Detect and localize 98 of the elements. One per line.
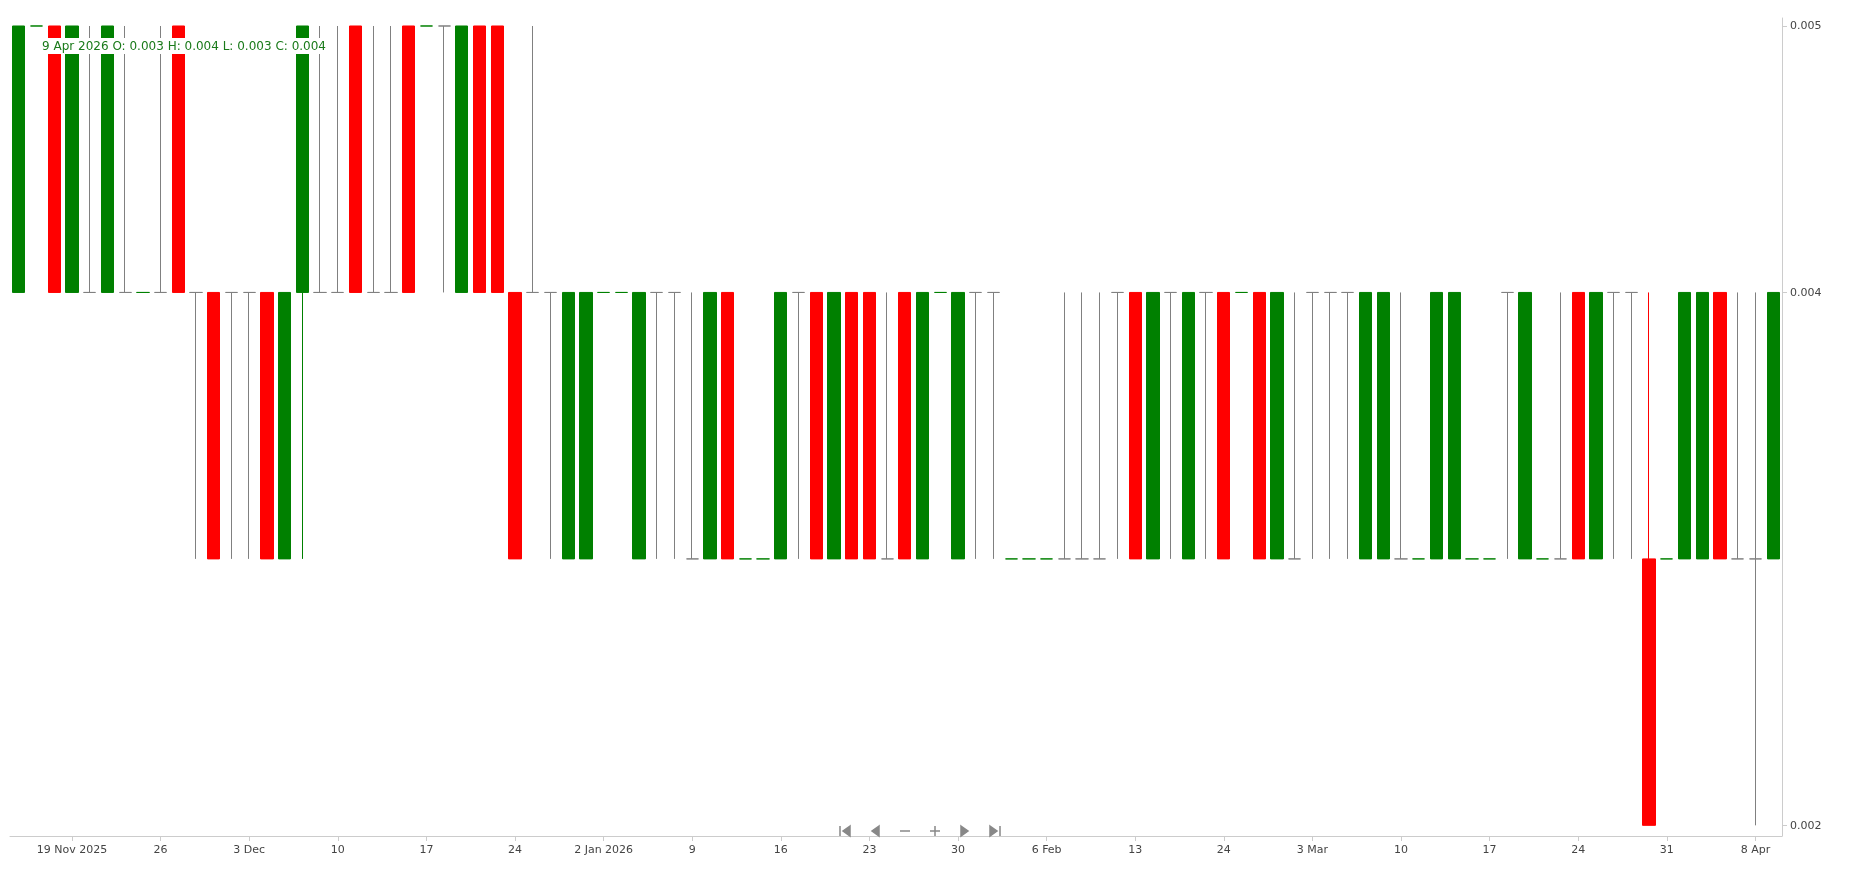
candlestick [526,25,539,293]
candlestick [1377,291,1390,560]
candlestick [774,291,787,560]
x-tick-label: 6 Feb [1031,843,1062,856]
candlestick [544,291,557,560]
candlestick [1518,291,1532,560]
candlestick [1129,291,1142,560]
candlestick [845,291,858,560]
x-tick-label: 24 [1571,843,1586,856]
x-tick-label: 24 [1216,843,1231,856]
candlestick [898,291,911,560]
x-tick-label: 13 [1128,843,1143,856]
candlestick [686,291,699,560]
candlestick [863,291,876,560]
x-tick-label: 23 [862,843,877,856]
candlestick [207,291,220,560]
x-tick-label: 19 Nov 2025 [36,843,108,856]
candlestick [455,25,468,293]
candlestick [1341,291,1354,560]
candlestick [579,291,593,560]
candlestick [491,25,504,293]
candlestick [1324,291,1337,560]
candlestick [1058,291,1071,560]
candlestick [987,291,1000,560]
y-tick-label: 0.004 [1790,285,1822,299]
candlestick [12,25,25,293]
x-tick-label: 17 [1482,843,1497,856]
candlestick [243,291,256,560]
candlestick [260,291,274,560]
x-tick-label: 3 Mar [1296,843,1329,856]
y-tick-label: 0.005 [1790,19,1822,33]
candlestick [278,291,291,560]
candlestick [1199,291,1213,560]
candlestick [349,25,362,293]
candlestick [721,291,734,560]
candlestick [1430,291,1443,560]
x-tick-label: 17 [419,843,434,856]
candlestick [881,291,894,560]
x-tick-label: 8 Apr [1740,843,1771,856]
candlestick [402,25,415,293]
candlestick [1448,291,1461,560]
candlestick [1731,291,1744,560]
candlestick [1093,291,1106,560]
candlestick [1253,291,1266,560]
x-tick-label: 16 [773,843,788,856]
candlestick [810,291,823,560]
candlestick [1182,291,1195,560]
candlestick [1217,291,1230,560]
candlestick [632,291,646,560]
candlestick [1394,291,1408,560]
candlestick [1111,291,1124,560]
candlestick [473,25,486,293]
text: 9 Apr 2026 O: 0.003 H: 0.004 L: 0.003 C: 0.004 [42,39,326,53]
x-tick-label: 3 Dec [233,843,266,856]
candlestick [1589,291,1603,560]
candlestick [1572,291,1585,560]
candlestick [1501,291,1514,560]
candlestick [331,25,344,293]
x-tick-label: 2 Jan 2026 [574,843,634,856]
candlestick [562,291,575,560]
candlestick [650,291,663,560]
candlestick [1767,291,1780,560]
candlestick [916,291,929,560]
x-tick-label: 30 [951,843,966,856]
candlestick [827,291,841,560]
candlestick [1749,291,1762,826]
candlestick [1164,291,1177,560]
candlestick [1642,291,1656,826]
candlestick [384,25,398,293]
x-tick-label: 26 [153,843,168,856]
candlestick [1554,291,1567,560]
candlestick [668,291,681,560]
candlestick [508,291,522,560]
candlestick [1625,291,1638,560]
x-tick-label: 9 [688,843,696,856]
candlestick [438,25,451,293]
y-tick-label: 0.002 [1790,818,1822,832]
candlestick [1678,291,1691,560]
candlestick [951,291,965,560]
candlestick [1696,291,1709,560]
candlestick [703,291,717,560]
candlestick [189,291,203,560]
candlestick [1306,291,1319,560]
candlestick [1146,291,1160,560]
candlestick [1075,291,1089,560]
candlestick [1607,291,1620,560]
candlestick [792,291,805,560]
candlestick [225,291,238,560]
candlestick [1288,291,1301,560]
candlestick [367,25,380,293]
candlestick [1713,291,1727,560]
x-tick-label: 10 [330,843,345,856]
candlestick [1270,291,1284,560]
x-tick-label: 10 [1394,843,1409,856]
x-tick-label: 31 [1659,843,1674,856]
candlestick [1359,291,1372,560]
candlestick [969,291,982,560]
x-tick-label: 24 [508,843,523,856]
